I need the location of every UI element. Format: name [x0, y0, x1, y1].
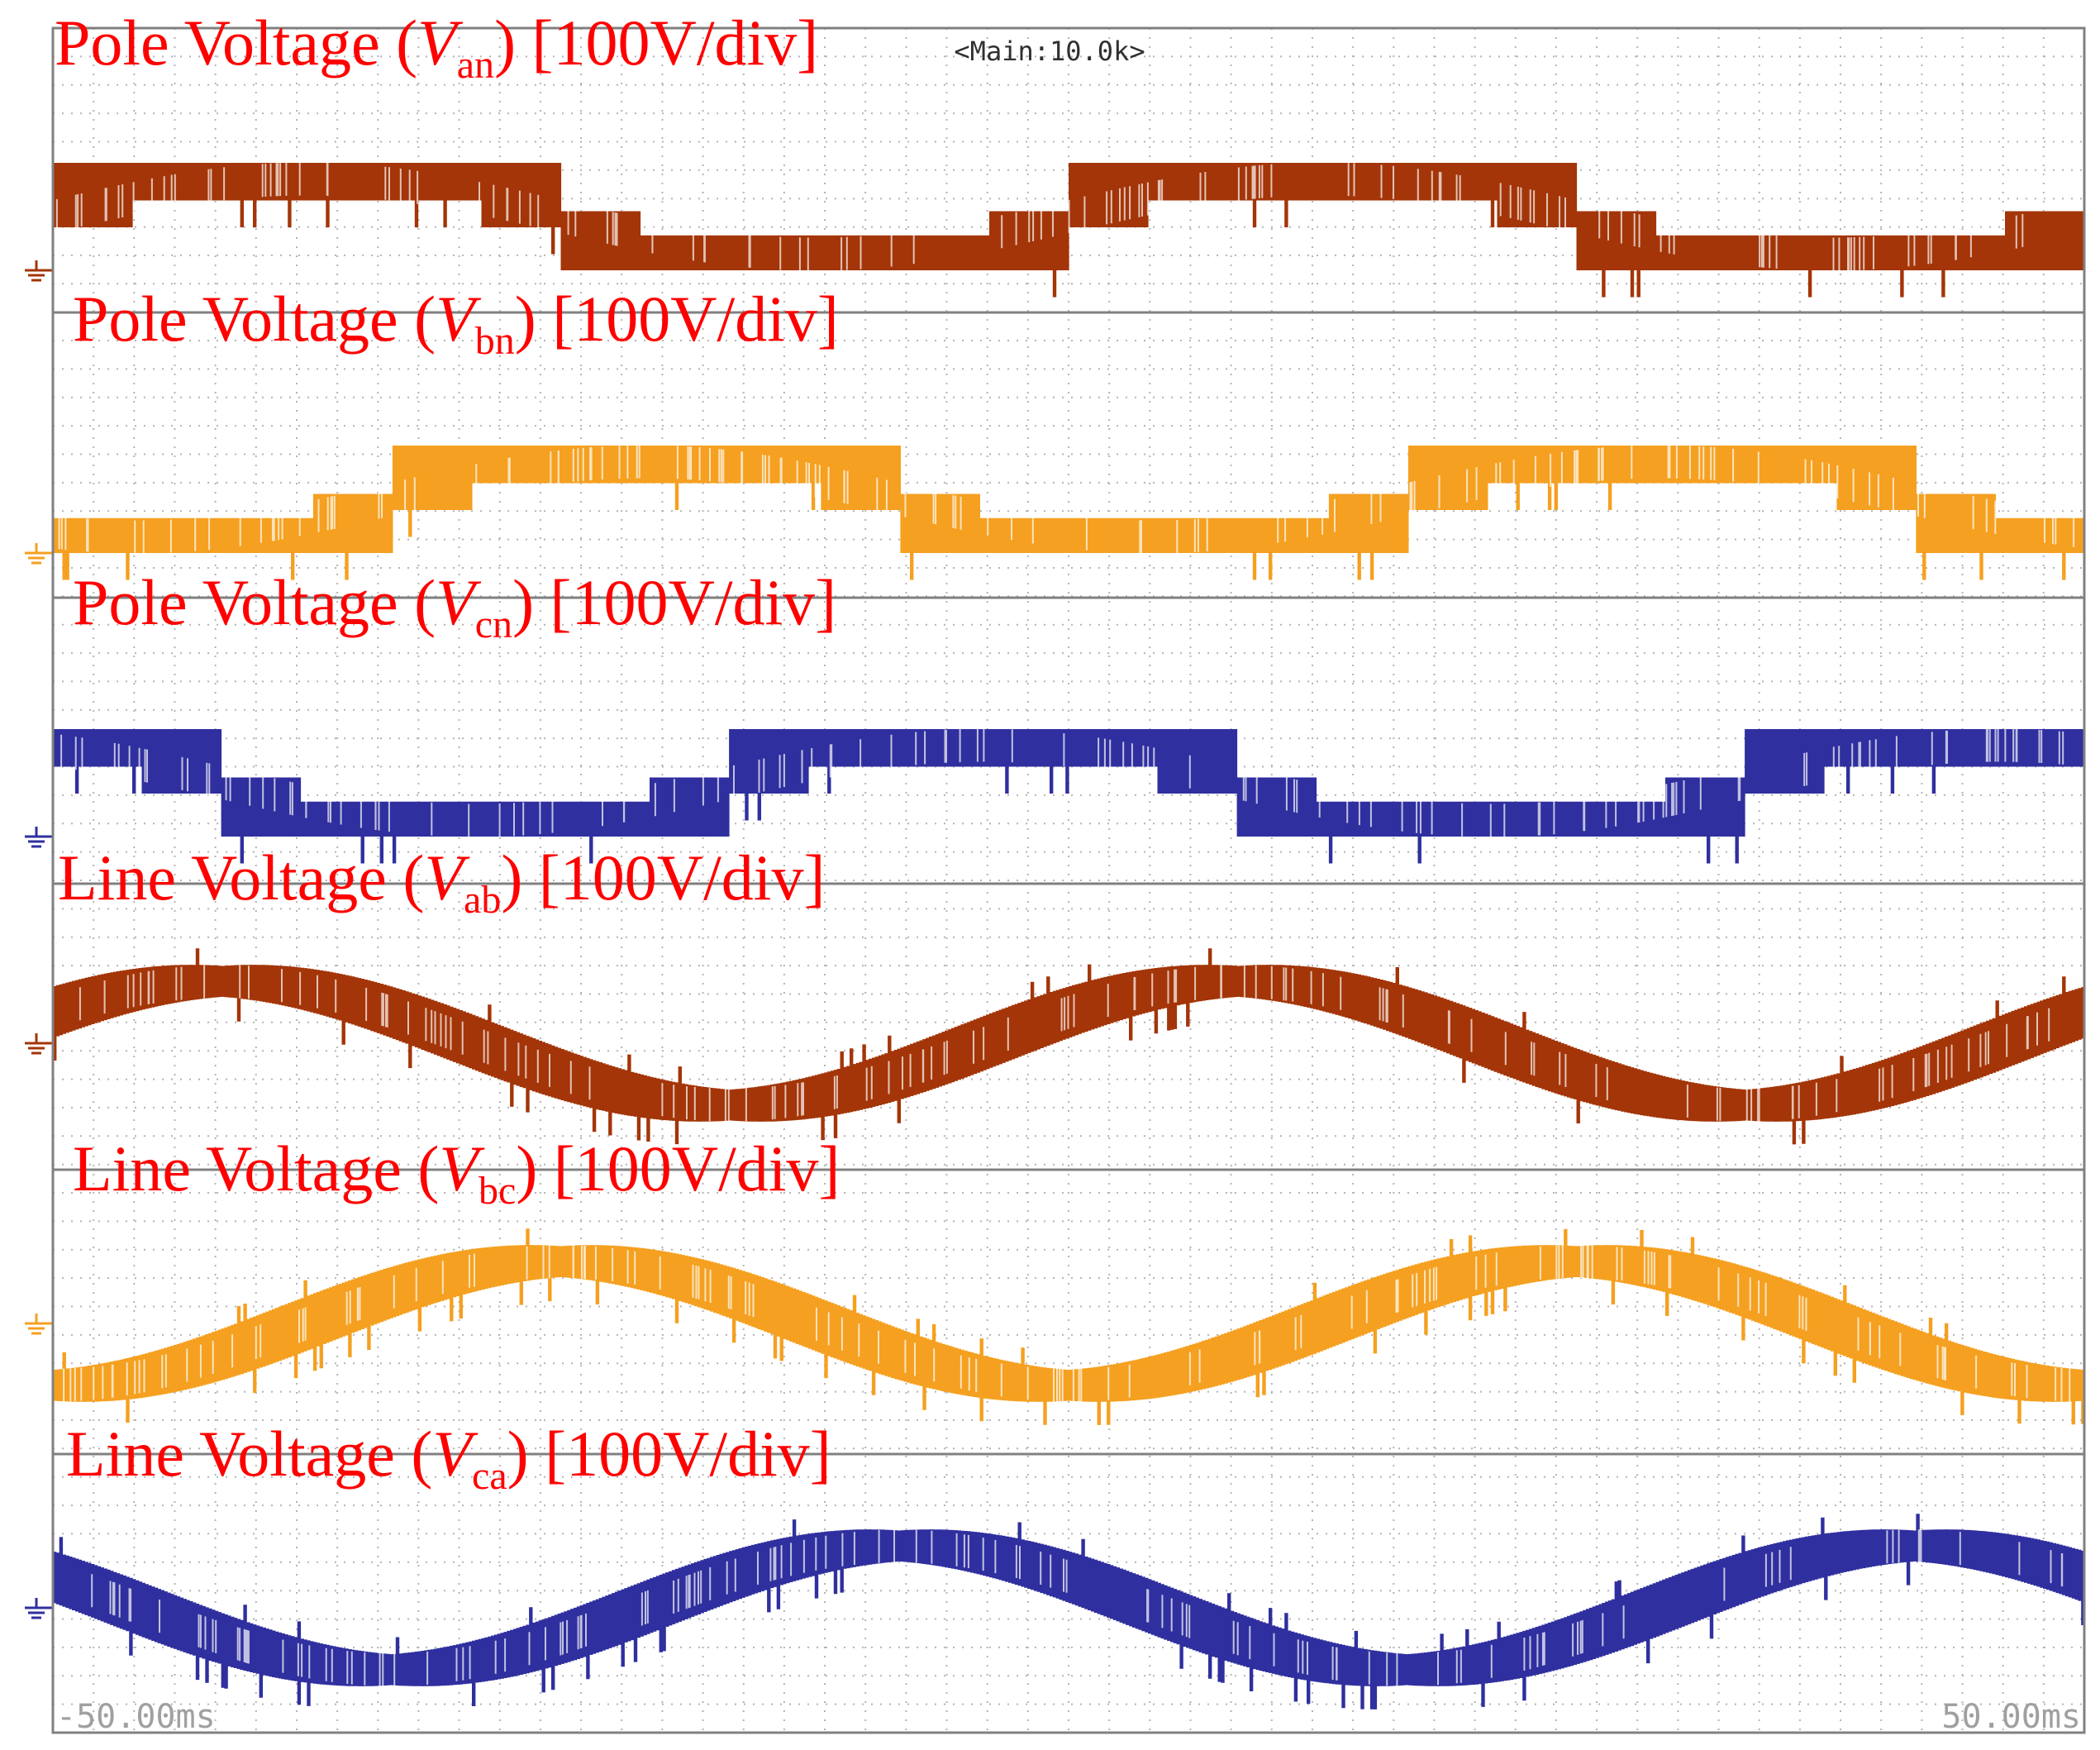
waveform-band-ab [53, 948, 2085, 1145]
pwm-slivers-ca [52, 1529, 2064, 1686]
ground-icon [25, 1314, 53, 1335]
label-prefix: Pole Voltage ( [73, 566, 436, 638]
pwm-slivers-ab [79, 965, 2050, 1122]
channel-label-bc: Line Voltage (Vbc) [100V/div] [73, 1132, 840, 1213]
ground-symbol [25, 1314, 53, 1335]
pwm-slivers-bn [58, 445, 2075, 554]
channel-labels: Pole Voltage (Van) [100V/div]Pole Voltag… [55, 7, 840, 1498]
label-prefix: Line Voltage ( [66, 1418, 432, 1490]
pwm-slivers-an [55, 162, 2024, 271]
label-prefix: Line Voltage ( [73, 1132, 439, 1204]
waveform-ab [53, 948, 2085, 1145]
label-subscript: an [457, 43, 494, 87]
ground-icon [25, 260, 53, 282]
waveform-ca [52, 1514, 2085, 1709]
waveform-cn [53, 728, 2085, 864]
ground-symbol [25, 543, 53, 565]
ground-icon [25, 543, 53, 565]
panel-dividers [53, 311, 2084, 1456]
channel-label-cn: Pole Voltage (Vcn) [100V/div] [73, 566, 836, 646]
label-variable: V [439, 1132, 485, 1204]
channel-label-ca: Line Voltage (Vca) [100V/div] [66, 1418, 831, 1498]
waveforms [52, 162, 2085, 1709]
ground-icon [25, 1033, 53, 1055]
ground-symbol [25, 827, 53, 848]
grid-dots [53, 28, 2084, 1733]
screen-frame [51, 26, 2086, 1734]
label-suffix: ) [100V/div] [512, 566, 836, 638]
waveform-an [53, 162, 2085, 298]
label-variable: V [436, 566, 482, 638]
label-variable: V [436, 283, 482, 355]
channel-label-ab: Line Voltage (Vab) [100V/div] [58, 842, 825, 922]
label-suffix: ) [100V/div] [494, 7, 818, 79]
ground-icon [25, 827, 53, 848]
time-end-label: 50.00ms [1941, 1698, 2081, 1736]
label-subscript: ca [472, 1454, 507, 1498]
label-variable: V [424, 842, 470, 913]
label-prefix: Line Voltage ( [58, 842, 424, 913]
ground-symbol [25, 1033, 53, 1055]
ground-symbol [25, 1598, 53, 1619]
label-suffix: ) [100V/div] [515, 283, 839, 355]
channel-label-bn: Pole Voltage (Vbn) [100V/div] [73, 283, 839, 363]
pwm-slivers-bc [63, 1245, 2071, 1402]
ground-markers [25, 260, 53, 1619]
waveform-band-bc [53, 1228, 2085, 1425]
ground-icon [25, 1598, 53, 1619]
label-subscript: bc [479, 1169, 516, 1213]
label-subscript: bn [475, 319, 515, 363]
main-zoom-label: <Main:10.0k> [954, 36, 1145, 67]
label-variable: V [417, 7, 464, 79]
label-suffix: ) [100V/div] [501, 842, 825, 913]
waveform-bc [53, 1228, 2085, 1425]
label-variable: V [432, 1418, 479, 1490]
label-suffix: ) [100V/div] [516, 1132, 840, 1204]
label-prefix: Pole Voltage ( [55, 7, 417, 79]
label-suffix: ) [100V/div] [507, 1418, 831, 1490]
waveform-bn [53, 445, 2085, 580]
label-prefix: Pole Voltage ( [73, 283, 436, 355]
label-subscript: ab [464, 878, 501, 922]
waveform-band-ca [53, 1514, 2085, 1709]
ground-symbol [25, 260, 53, 282]
waveform-band-cn [53, 729, 2085, 864]
label-subscript: cn [475, 603, 512, 646]
channel-label-an: Pole Voltage (Van) [100V/div] [55, 7, 818, 87]
time-start-label: -50.00ms [56, 1698, 216, 1736]
pwm-slivers-cn [60, 728, 2064, 837]
grid [53, 28, 2084, 1733]
